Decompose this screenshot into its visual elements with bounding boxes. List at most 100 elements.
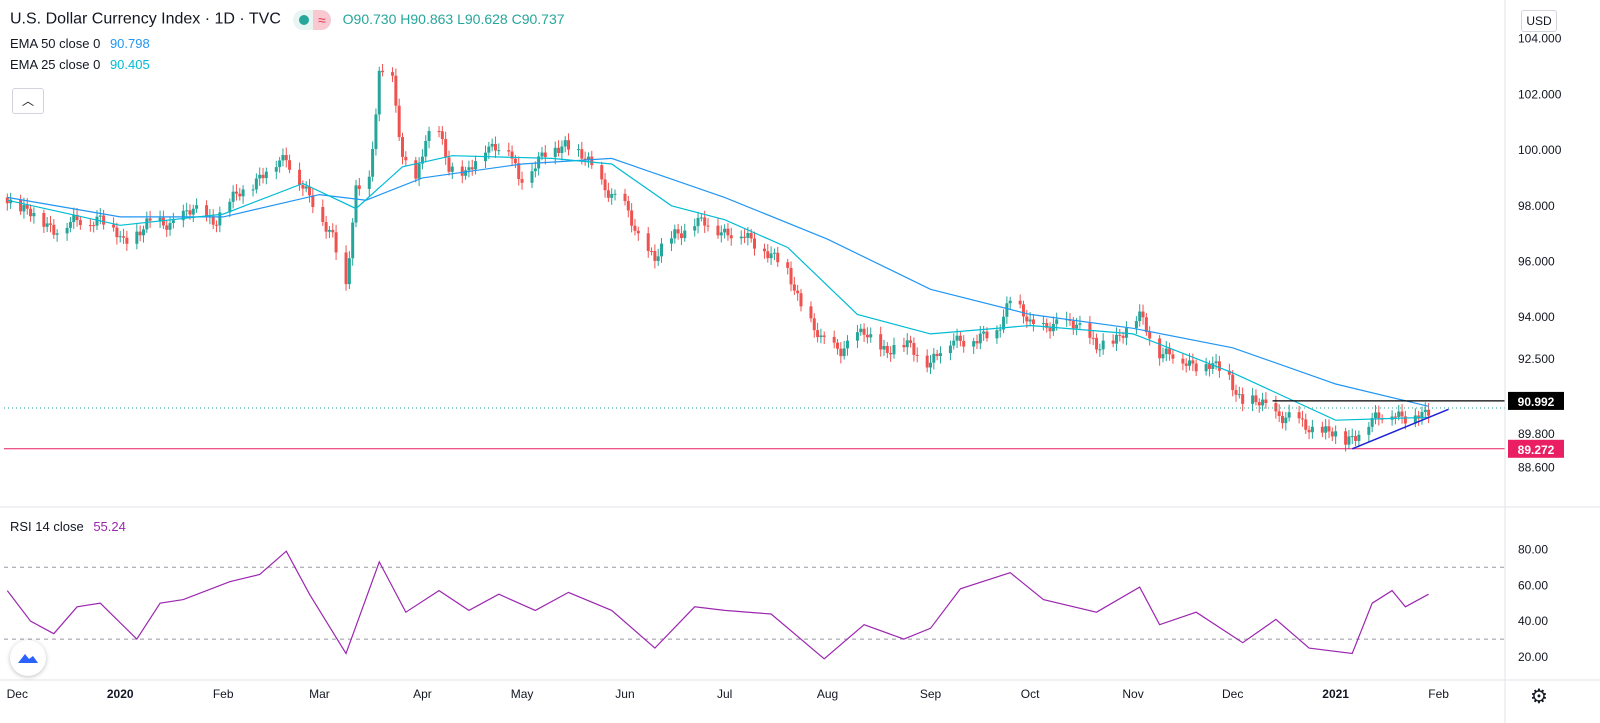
candle-body [530, 171, 534, 183]
time-tick-label: Dec [1222, 687, 1243, 701]
candle-body [633, 225, 637, 231]
candle-body [553, 147, 557, 157]
candle-body [391, 72, 395, 76]
symbol-title[interactable]: U.S. Dollar Currency Index · 1D · TVC [10, 10, 281, 28]
candle-body [1217, 361, 1221, 371]
rsi-pane[interactable] [4, 550, 1505, 660]
candle-body [238, 193, 242, 197]
candle-body [746, 232, 750, 238]
candle-body [65, 227, 69, 234]
candle-body [397, 105, 401, 138]
candle-body [1277, 411, 1281, 417]
candle-body [952, 340, 956, 346]
candle-body [935, 353, 939, 357]
candle-body [836, 342, 840, 349]
candle-body [42, 212, 46, 227]
candle-body [1158, 338, 1162, 359]
candle-body [517, 163, 521, 180]
time-tick-label: May [511, 687, 534, 701]
price-tick-label: 104.000 [1518, 32, 1562, 46]
price-tick-label: 94.000 [1518, 310, 1555, 324]
candle-body [1204, 364, 1208, 372]
candle-body [679, 233, 683, 239]
approx-icon: ≈ [312, 10, 331, 30]
candle-body [148, 218, 152, 221]
candle-body [460, 166, 464, 176]
indicator-badge[interactable]: ≈ [292, 10, 331, 30]
candle-body [1297, 412, 1301, 419]
candle-body [98, 215, 102, 217]
rsi-tick-label: 80.00 [1518, 542, 1548, 556]
candle-body [474, 161, 478, 170]
candle-body [776, 252, 780, 263]
candle-body [610, 193, 614, 198]
time-tick-label: Mar [309, 687, 330, 701]
candle-body [626, 201, 630, 211]
candle-body [892, 345, 896, 355]
ema25-value: 90.405 [109, 57, 150, 72]
rsi-legend[interactable]: RSI 14 close 55.24 [10, 519, 126, 534]
candle-body [440, 131, 444, 140]
rsi-label: RSI 14 close [10, 519, 84, 534]
candle-body [557, 147, 561, 153]
candle-body [540, 152, 544, 157]
ema50-line [7, 157, 1429, 407]
trend-line[interactable] [1351, 408, 1449, 450]
candle-body [52, 224, 56, 235]
time-tick-label: Sep [920, 687, 942, 701]
price-tick-label: 89.800 [1518, 427, 1555, 441]
candle-body [726, 228, 730, 236]
candle-body [513, 158, 517, 164]
candle-body [158, 217, 162, 221]
candle-body [1188, 360, 1192, 366]
candle-body [1257, 402, 1261, 406]
candle-body [19, 199, 23, 212]
candle-body [862, 328, 866, 335]
candle-body [447, 157, 451, 172]
price-pane[interactable] [4, 63, 1505, 452]
candle-body [743, 236, 747, 238]
candle-body [125, 237, 129, 244]
candle-body [1354, 436, 1358, 441]
candle-body [1018, 300, 1022, 305]
candle-body [1420, 412, 1424, 419]
candle-body [723, 228, 727, 233]
candle-body [563, 140, 567, 147]
candle-body [998, 329, 1002, 331]
tradingview-logo-icon[interactable] [10, 640, 46, 676]
ema50-legend[interactable]: EMA 50 close 0 90.798 [10, 36, 565, 51]
candle-body [1194, 363, 1198, 372]
candle-body [25, 204, 29, 209]
candle-body [437, 131, 441, 133]
candle-body [1254, 395, 1258, 403]
gear-icon[interactable]: ⚙ [1530, 686, 1548, 708]
candle-body [816, 330, 820, 338]
candle-body [978, 333, 982, 344]
candle-body [925, 355, 929, 368]
candle-body [88, 225, 92, 227]
candle-body [181, 210, 185, 221]
candle-body [902, 345, 906, 348]
candle-body [251, 189, 255, 191]
collapse-legend-button[interactable]: ︿ [12, 88, 44, 114]
candle-body [254, 178, 258, 190]
candle-body [1327, 426, 1331, 432]
price-label-box [1508, 439, 1564, 458]
candle-body [749, 232, 753, 239]
ema25-legend[interactable]: EMA 25 close 0 90.405 [10, 57, 565, 72]
candle-body [865, 334, 869, 338]
candle-body [141, 229, 145, 236]
candle-body [95, 216, 99, 226]
rsi-value: 55.24 [93, 519, 126, 534]
candle-body [1164, 348, 1168, 355]
candle-body [1287, 412, 1291, 418]
time-tick-label: Nov [1122, 687, 1143, 701]
candle-body [646, 233, 650, 251]
time-tick-label: 2021 [1322, 687, 1349, 701]
currency-button[interactable]: USD [1521, 10, 1557, 32]
candle-body [932, 353, 936, 363]
candle-body [699, 217, 703, 219]
candle-body [1055, 319, 1059, 324]
candle-body [424, 140, 428, 157]
